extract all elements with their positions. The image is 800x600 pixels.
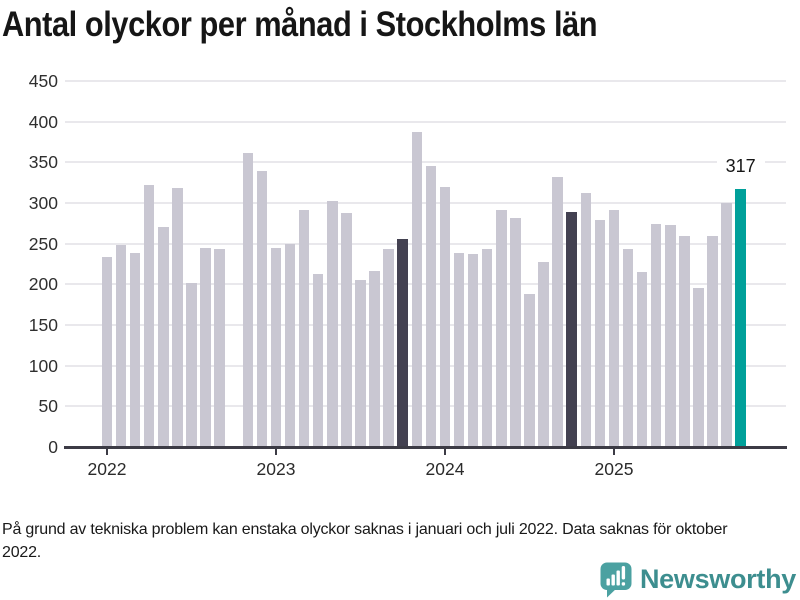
bar-2023-09 bbox=[383, 248, 394, 447]
bar-2025-03 bbox=[636, 272, 648, 447]
y-axis-label-50: 50 bbox=[38, 396, 58, 417]
gridline-50 bbox=[65, 405, 786, 408]
bar-2025-08 bbox=[707, 236, 718, 447]
newsworthy-bar-chart-bubble-icon bbox=[600, 562, 632, 598]
x-axis-tick-2025 bbox=[612, 448, 615, 455]
bar-2022-06 bbox=[172, 187, 183, 447]
bar-2024-07 bbox=[524, 294, 535, 447]
y-axis-label-450: 450 bbox=[28, 71, 58, 91]
bar-2024-05 bbox=[496, 210, 507, 447]
gridline-300 bbox=[65, 202, 786, 204]
newsworthy-logo[interactable]: Newsworthy bbox=[599, 561, 796, 598]
y-axis-label-300: 300 bbox=[28, 193, 58, 213]
gridline-150 bbox=[65, 324, 786, 326]
footnote: På grund av tekniska problem kan enstaka… bbox=[2, 521, 728, 561]
y-axis-label-100: 100 bbox=[28, 355, 58, 376]
y-axis-label-350: 350 bbox=[28, 152, 58, 173]
bar-2024-10 bbox=[566, 211, 577, 447]
bar-2023-02 bbox=[284, 243, 296, 447]
x-axis-tick-2023 bbox=[274, 448, 277, 455]
bar-2022-11 bbox=[242, 152, 254, 447]
bar-2024-04 bbox=[481, 248, 493, 447]
gridline-350 bbox=[65, 161, 786, 164]
y-axis-label-200: 200 bbox=[28, 274, 58, 295]
bar-2022-07 bbox=[186, 282, 197, 447]
bar-2022-01 bbox=[101, 256, 113, 447]
bar-2022-12 bbox=[256, 170, 268, 447]
bar-2024-06 bbox=[510, 217, 521, 447]
bar-2022-04 bbox=[143, 185, 155, 447]
gridline-250 bbox=[65, 242, 786, 245]
bar-2023-04 bbox=[312, 273, 324, 447]
bar-2023-10 bbox=[397, 238, 408, 447]
x-axis-line bbox=[64, 446, 787, 449]
bar-2023-05 bbox=[327, 201, 338, 447]
bar-2022-08 bbox=[200, 247, 211, 447]
x-axis-label-2024: 2024 bbox=[425, 459, 465, 479]
bar-2024-12 bbox=[594, 220, 606, 447]
gridline-200 bbox=[65, 283, 786, 286]
bar-2024-09 bbox=[552, 177, 563, 447]
bar-2023-03 bbox=[298, 209, 310, 447]
newsworthy-wordmark: Newsworthy bbox=[639, 564, 796, 594]
bar-2022-02 bbox=[115, 244, 127, 447]
y-axis-label-400: 400 bbox=[28, 111, 58, 132]
bar-2025-04 bbox=[650, 224, 662, 447]
x-axis-tick-2022 bbox=[106, 448, 108, 455]
y-axis-label-150: 150 bbox=[28, 315, 58, 335]
bar-2025-01 bbox=[608, 209, 620, 447]
bar-value-label: 317 bbox=[716, 156, 765, 177]
bar-2025-05 bbox=[665, 225, 676, 447]
bar-2023-11 bbox=[411, 132, 423, 447]
gridline-450 bbox=[65, 80, 786, 82]
bar-2024-08 bbox=[538, 262, 549, 447]
gridline-400 bbox=[65, 120, 786, 123]
bar-2022-05 bbox=[158, 226, 169, 447]
bar-2024-03 bbox=[467, 254, 479, 447]
y-axis-label-0: 0 bbox=[48, 437, 58, 457]
bar-2023-01 bbox=[270, 247, 282, 447]
gridline-100 bbox=[65, 364, 786, 367]
bar-2024-11 bbox=[580, 193, 592, 447]
x-axis-tick-2024 bbox=[443, 448, 446, 455]
bar-2024-01 bbox=[439, 186, 451, 447]
bar-2023-07 bbox=[355, 280, 366, 447]
bar-2022-03 bbox=[129, 252, 141, 447]
bar-2025-10 bbox=[735, 189, 746, 447]
chart-title: Antal olyckor per månad i Stockholms län bbox=[2, 5, 598, 44]
x-axis-label-2022: 2022 bbox=[87, 459, 127, 479]
bar-2025-07 bbox=[693, 287, 704, 447]
bar-2024-02 bbox=[453, 253, 465, 447]
bar-2023-12 bbox=[425, 165, 437, 447]
x-axis-label-2023: 2023 bbox=[256, 459, 296, 479]
bar-2023-08 bbox=[369, 270, 380, 447]
bar-2022-09 bbox=[214, 248, 225, 447]
bar-2023-06 bbox=[341, 212, 352, 447]
bar-2025-09 bbox=[721, 203, 732, 447]
bar-2025-06 bbox=[679, 235, 690, 447]
x-axis-label-2025: 2025 bbox=[594, 459, 634, 479]
y-axis-label-250: 250 bbox=[28, 233, 58, 254]
bar-2025-02 bbox=[622, 248, 634, 447]
